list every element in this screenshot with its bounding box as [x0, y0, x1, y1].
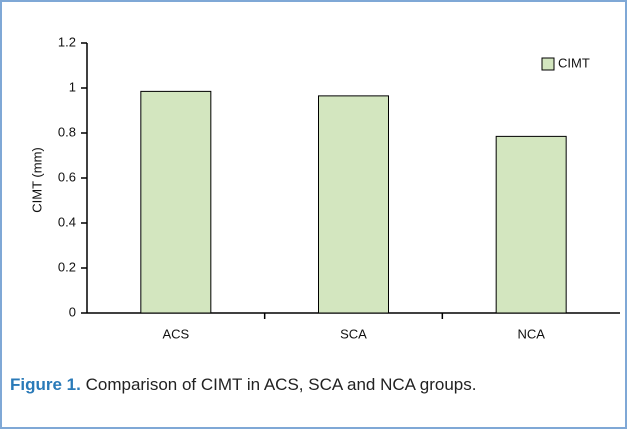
chart: CIMT (mm) 0 0.2 0.4 0.6 0.8 1 1.2 ACS SCA NCA CIMT [29, 34, 620, 341]
bar [495, 135, 567, 314]
y-tick-label: 0.4 [58, 214, 76, 229]
caption: Figure 1. Comparison of CIMT in ACS, SCA… [10, 373, 600, 396]
y-tick-label: 0.8 [58, 124, 76, 139]
legend-label: CIMT [558, 55, 590, 70]
y-tick-label: 1 [69, 79, 76, 94]
y-tick-label: 1.2 [58, 34, 76, 49]
x-tick-label: ACS [162, 326, 189, 341]
y-tick-label: 0.6 [58, 169, 76, 184]
y-tick-label: 0 [69, 304, 76, 319]
caption-text: Comparison of CIMT in ACS, SCA and NCA g… [85, 375, 477, 394]
bar [318, 95, 389, 314]
legend-swatch [541, 57, 555, 71]
y-axis-label: CIMT (mm) [29, 147, 44, 212]
x-tick-label: NCA [517, 326, 545, 341]
x-tick-label: SCA [340, 326, 367, 341]
bar [140, 90, 212, 314]
y-tick-label: 0.2 [58, 259, 76, 274]
caption-label: Figure 1. [10, 375, 81, 394]
